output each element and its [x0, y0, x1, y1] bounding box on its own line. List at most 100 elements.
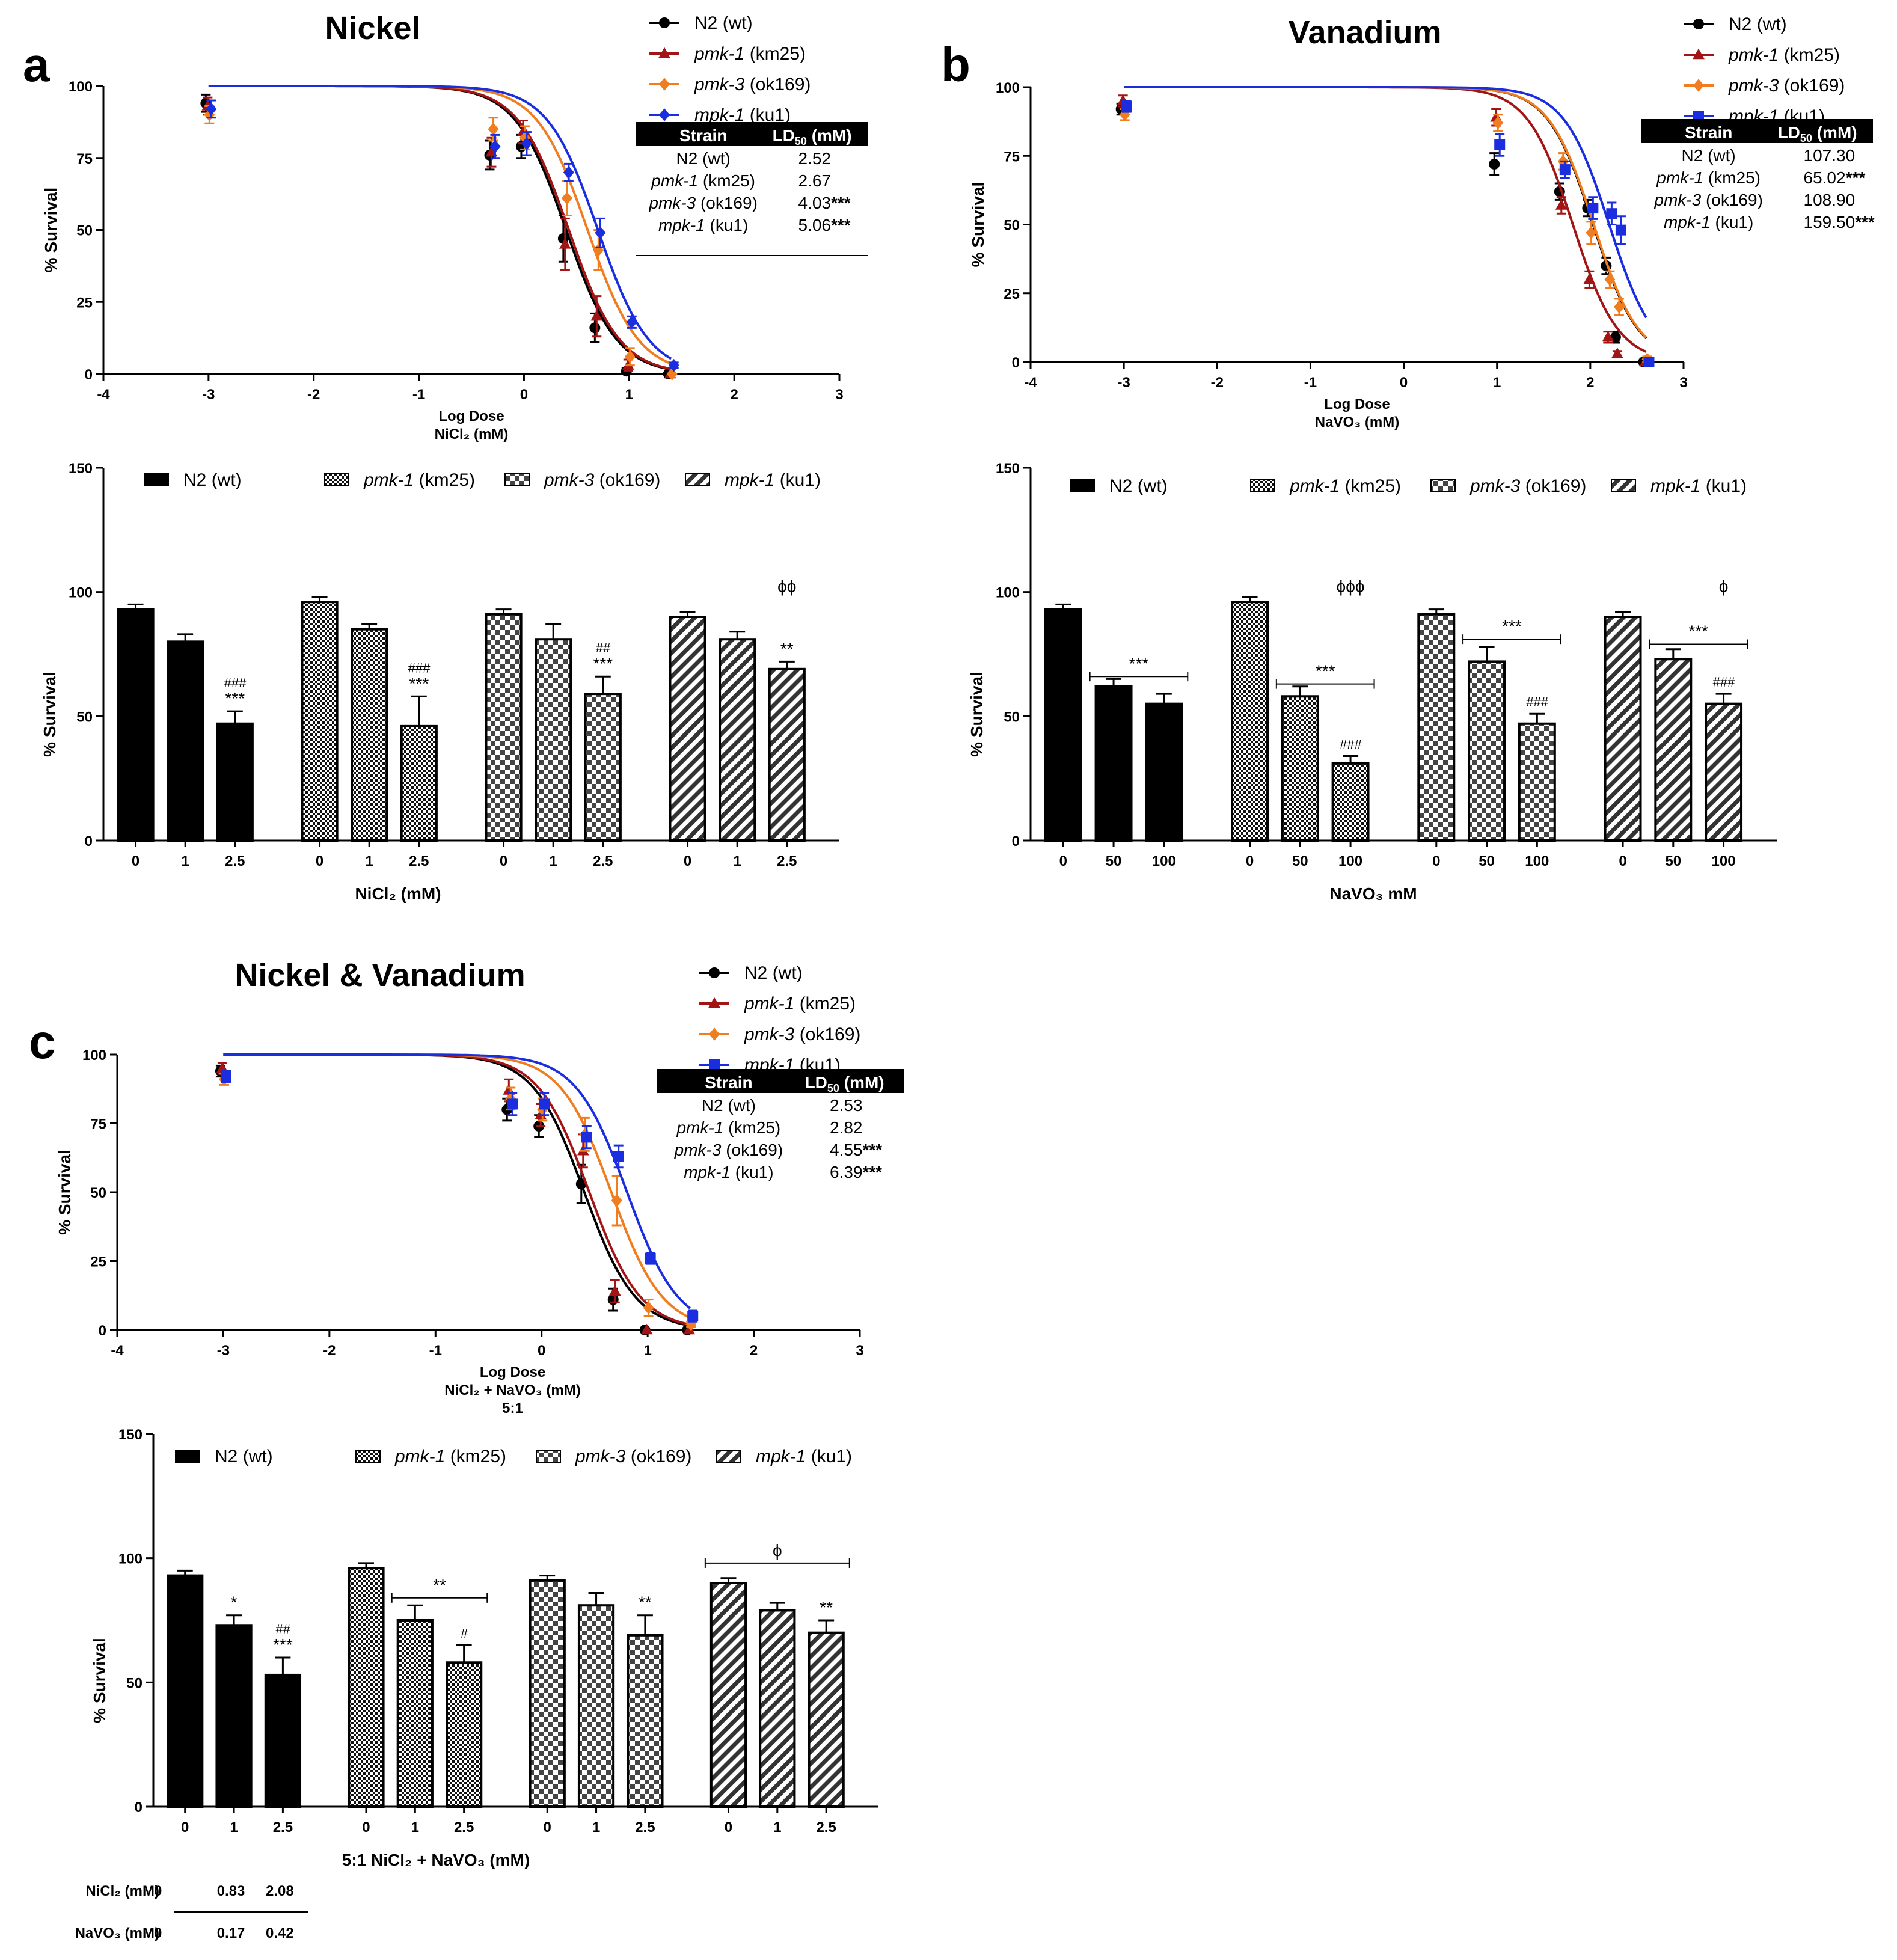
x-tick-label: 0: [181, 1819, 189, 1836]
y-tick-label: 100: [69, 585, 93, 601]
data-point: [611, 1193, 622, 1207]
legend-label: pmk-3 (ok169): [575, 1447, 691, 1466]
legend-label: pmk-3 (ok169): [694, 75, 811, 94]
data-point: [488, 123, 499, 136]
bar: [709, 1582, 747, 1808]
table-strain: pmk-1 (km25): [651, 171, 755, 190]
dose-legend: N2 (wt) pmk-1 (km25) pmk-3 (ok169) mpk-1 (k…: [649, 13, 811, 125]
x-tick-label: 50: [1106, 853, 1122, 869]
x-tick-label: 0: [1400, 375, 1408, 391]
x-tick-label: 0: [544, 1819, 551, 1836]
data-point: [590, 310, 603, 321]
dose-response-axes: 0 25 50 75 100 -4 -3 -2 -1 0 1 2 3 % Survival Log Dose…: [969, 80, 1688, 430]
bar: [1044, 608, 1082, 842]
x-tick-label: 1: [592, 1819, 600, 1836]
x-axis-label: NiCl₂ + NaVO₃ (mM): [444, 1382, 580, 1398]
legend-marker: [659, 17, 670, 28]
x-tick-label: -3: [202, 387, 215, 403]
data-point: [1494, 139, 1506, 150]
data-point: [521, 137, 532, 150]
legend-marker: [1693, 111, 1704, 121]
table-ld50-value: 4.55***: [830, 1141, 882, 1159]
legend-label: N2 (wt): [215, 1447, 273, 1466]
data-point: [581, 1132, 592, 1143]
x-axis-label: 5:1 NiCl₂ + NaVO₃ (mM): [342, 1851, 530, 1869]
table-ld50-value: 4.03***: [798, 194, 851, 212]
table-ld50-value: 108.90: [1804, 191, 1856, 209]
significance-bracket: ***: [1462, 617, 1561, 645]
bar-group-mpk-1: 0 1 2.5: [669, 611, 806, 869]
y-tick-label: 50: [1004, 709, 1020, 725]
x-tick-label: 50: [1292, 853, 1308, 869]
x-tick-label: 0: [500, 853, 507, 869]
x-tick-label: -3: [217, 1343, 230, 1359]
legend-label: N2 (wt): [694, 13, 753, 33]
table-ld50-value: 5.06***: [798, 216, 851, 234]
y-tick-label: 75: [76, 151, 93, 167]
panel-title: Nickel: [325, 10, 420, 46]
table-strain: pmk-1 (km25): [676, 1118, 781, 1137]
bracket-label: ϕ: [773, 1541, 782, 1560]
table-ld50-value: 159.50***: [1804, 213, 1875, 231]
data-point: [640, 1323, 653, 1335]
x-axis-label: NaVO₃ (mM): [1315, 414, 1399, 430]
fit-curve: [223, 1053, 691, 1319]
data-point: [595, 226, 606, 240]
panel-b: b Vanadium 0 25 50 75 100 -4 -3 -2 -1 0 1 2 3 % Surviva…: [941, 14, 1875, 903]
significance-label: #: [461, 1626, 468, 1641]
x-tick-label: 2.5: [593, 853, 613, 869]
table-header-strain: Strain: [705, 1073, 752, 1092]
significance-label: ***: [273, 1635, 293, 1654]
x-tick-label: 0: [1619, 853, 1626, 869]
bar: [808, 1631, 845, 1808]
x-tick-label: 2.5: [273, 1819, 293, 1836]
bar-group-N2: 0 50 100: [1044, 603, 1183, 869]
bar: [117, 608, 155, 842]
x-tick-label: 0: [362, 1819, 370, 1836]
bar-group-pmk-3: 0 50 100: [1417, 608, 1556, 869]
bar-group-N2: 0 1 2.5: [167, 1569, 302, 1836]
significance-label: ***: [593, 654, 613, 673]
table-strain: N2 (wt): [676, 149, 731, 168]
significance-label: ###: [224, 675, 246, 690]
y-tick-label: 0: [1012, 833, 1020, 850]
legend-label: pmk-1 (km25): [744, 994, 856, 1014]
bar: [529, 1579, 566, 1808]
bar: [535, 638, 572, 842]
data-point: [589, 322, 601, 334]
legend-swatch: [1430, 479, 1456, 492]
y-tick-label: 100: [82, 1047, 106, 1064]
x-tick-label: 2: [1586, 375, 1594, 391]
data-point: [645, 1252, 656, 1264]
x-tick-label: 0: [538, 1343, 545, 1359]
bar: [1518, 722, 1556, 842]
x-axis-label: Log Dose: [438, 408, 504, 424]
legend-marker: [709, 1059, 720, 1070]
bar: [215, 1624, 253, 1808]
bar: [1417, 613, 1456, 842]
x-tick-label: 1: [549, 853, 557, 869]
mix-value: 0.42: [266, 1925, 294, 1941]
table-header-bg: [657, 1069, 904, 1093]
x-axis-label: Log Dose: [480, 1364, 545, 1380]
data-point: [687, 1311, 699, 1322]
bar: [485, 613, 523, 842]
significance-label: ***: [225, 689, 245, 708]
significance-bracket: ***: [1649, 622, 1748, 649]
table-header-bg: [636, 122, 868, 146]
data-point: [1489, 158, 1500, 170]
data-point: [1492, 116, 1504, 130]
bar: [446, 1661, 483, 1808]
bar-legend: N2 (wt) pmk-1 (km25) pmk-3 (ok169) mpk-1 (k…: [144, 470, 821, 490]
significance-label: ###: [1340, 737, 1362, 752]
y-tick-label: 50: [126, 1675, 143, 1691]
x-tick-label: -3: [1117, 375, 1130, 391]
table-strain: mpk-1 (ku1): [684, 1163, 773, 1181]
x-tick-label: 0: [725, 1819, 732, 1836]
series-pmk-3: [218, 1053, 697, 1331]
fit-curve: [208, 85, 672, 365]
data-point: [206, 102, 217, 116]
y-tick-label: 75: [90, 1116, 106, 1133]
